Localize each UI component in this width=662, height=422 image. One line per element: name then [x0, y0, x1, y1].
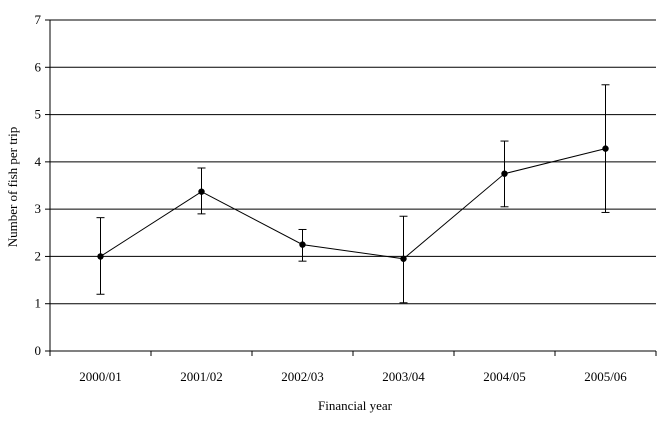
y-tick-label: 3	[35, 201, 42, 216]
x-tick-label: 2001/02	[180, 369, 223, 384]
x-tick-label: 2004/05	[483, 369, 526, 384]
y-tick-labels: 0 1 2 3 4 5 6 7	[35, 12, 42, 358]
data-point	[299, 241, 306, 248]
x-tick-label: 2002/03	[281, 369, 324, 384]
y-tick-label: 5	[35, 107, 42, 122]
gridlines	[50, 19, 656, 305]
y-tick-label: 0	[35, 343, 42, 358]
y-tick-label: 6	[35, 59, 42, 74]
error-bars	[96, 84, 610, 304]
x-tick-label: 2000/01	[79, 369, 122, 384]
y-tick-label: 4	[35, 154, 42, 169]
x-tick-labels: 2000/01 2001/02 2002/03 2003/04 2004/05 2005/…	[79, 369, 627, 384]
data-point	[400, 255, 407, 262]
data-point	[97, 253, 104, 260]
x-tick-label: 2003/04	[382, 369, 425, 384]
data-point	[602, 145, 609, 152]
series-polyline	[100, 148, 606, 260]
y-tick-label: 2	[35, 248, 42, 263]
x-axis-title: Financial year	[318, 398, 393, 413]
series-line	[100, 148, 606, 260]
axes	[45, 19, 657, 356]
data-points	[97, 145, 609, 262]
x-tick-label: 2005/06	[584, 369, 627, 384]
y-tick-label: 7	[35, 12, 42, 27]
y-tick-label: 1	[35, 296, 42, 311]
data-point	[198, 188, 205, 195]
data-point	[501, 170, 508, 177]
y-axis-title: Number of fish per trip	[5, 127, 20, 248]
